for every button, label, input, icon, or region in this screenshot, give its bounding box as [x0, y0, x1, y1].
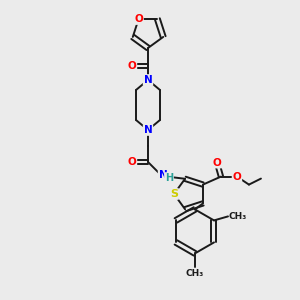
Text: CH₃: CH₃ [186, 269, 204, 278]
Text: S: S [170, 189, 178, 199]
Text: O: O [128, 61, 136, 71]
Text: CH₃: CH₃ [229, 212, 247, 221]
Text: O: O [232, 172, 241, 182]
Text: N: N [144, 75, 152, 85]
Text: N: N [159, 170, 167, 180]
Text: O: O [213, 158, 221, 168]
Text: N: N [144, 125, 152, 135]
Text: O: O [128, 157, 136, 167]
Text: O: O [134, 14, 143, 24]
Text: H: H [165, 173, 173, 183]
